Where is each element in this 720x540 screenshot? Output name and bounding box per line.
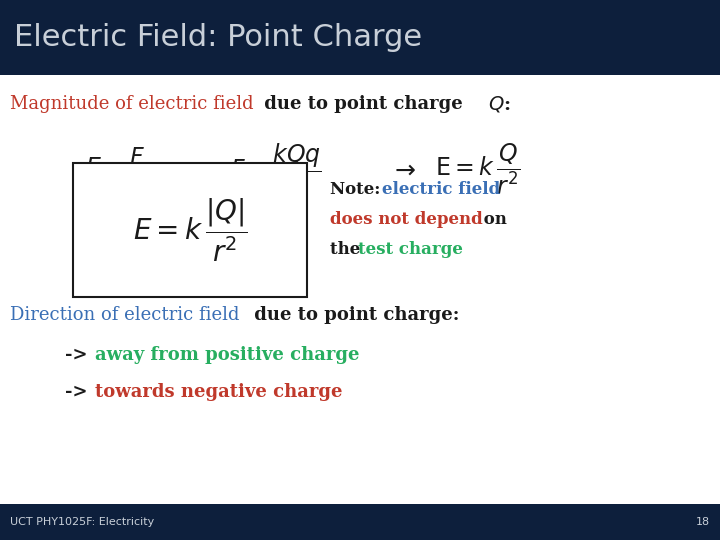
Text: Electric Field: Point Charge: Electric Field: Point Charge (14, 24, 422, 52)
Text: on: on (478, 212, 507, 228)
Text: $\mathit{Q}$:: $\mathit{Q}$: (488, 94, 510, 114)
Text: electric field: electric field (382, 181, 500, 199)
Text: UCT PHY1025F: Electricity: UCT PHY1025F: Electricity (10, 517, 154, 527)
Text: $E = \dfrac{F}{q}$: $E = \dfrac{F}{q}$ (85, 146, 146, 194)
Text: $\mathrm{E} = k\,\dfrac{Q}{r^2}$: $\mathrm{E} = k\,\dfrac{Q}{r^2}$ (435, 143, 521, 198)
Text: Magnitude of electric field: Magnitude of electric field (10, 95, 253, 113)
Text: test charge: test charge (358, 241, 463, 259)
Text: due to point charge:: due to point charge: (248, 306, 459, 324)
Text: ->: -> (65, 346, 88, 364)
Text: Note:: Note: (330, 181, 386, 199)
Text: $\rightarrow$: $\rightarrow$ (390, 158, 417, 182)
Text: ->: -> (65, 383, 88, 401)
Text: Direction of electric field: Direction of electric field (10, 306, 240, 324)
Text: 18: 18 (696, 517, 710, 527)
Text: due to point charge: due to point charge (258, 95, 469, 113)
Text: $F = \dfrac{kQq}{r^2}$: $F = \dfrac{kQq}{r^2}$ (230, 141, 322, 199)
Text: does not depend: does not depend (330, 212, 482, 228)
FancyBboxPatch shape (0, 0, 720, 75)
FancyBboxPatch shape (0, 504, 720, 540)
Text: away from positive charge: away from positive charge (95, 346, 359, 364)
Text: the: the (330, 241, 366, 259)
FancyBboxPatch shape (73, 163, 307, 297)
Text: towards negative charge: towards negative charge (95, 383, 343, 401)
Text: $+$: $+$ (200, 160, 218, 180)
Text: $E = k\,\dfrac{|Q|}{r^2}$: $E = k\,\dfrac{|Q|}{r^2}$ (132, 196, 248, 264)
